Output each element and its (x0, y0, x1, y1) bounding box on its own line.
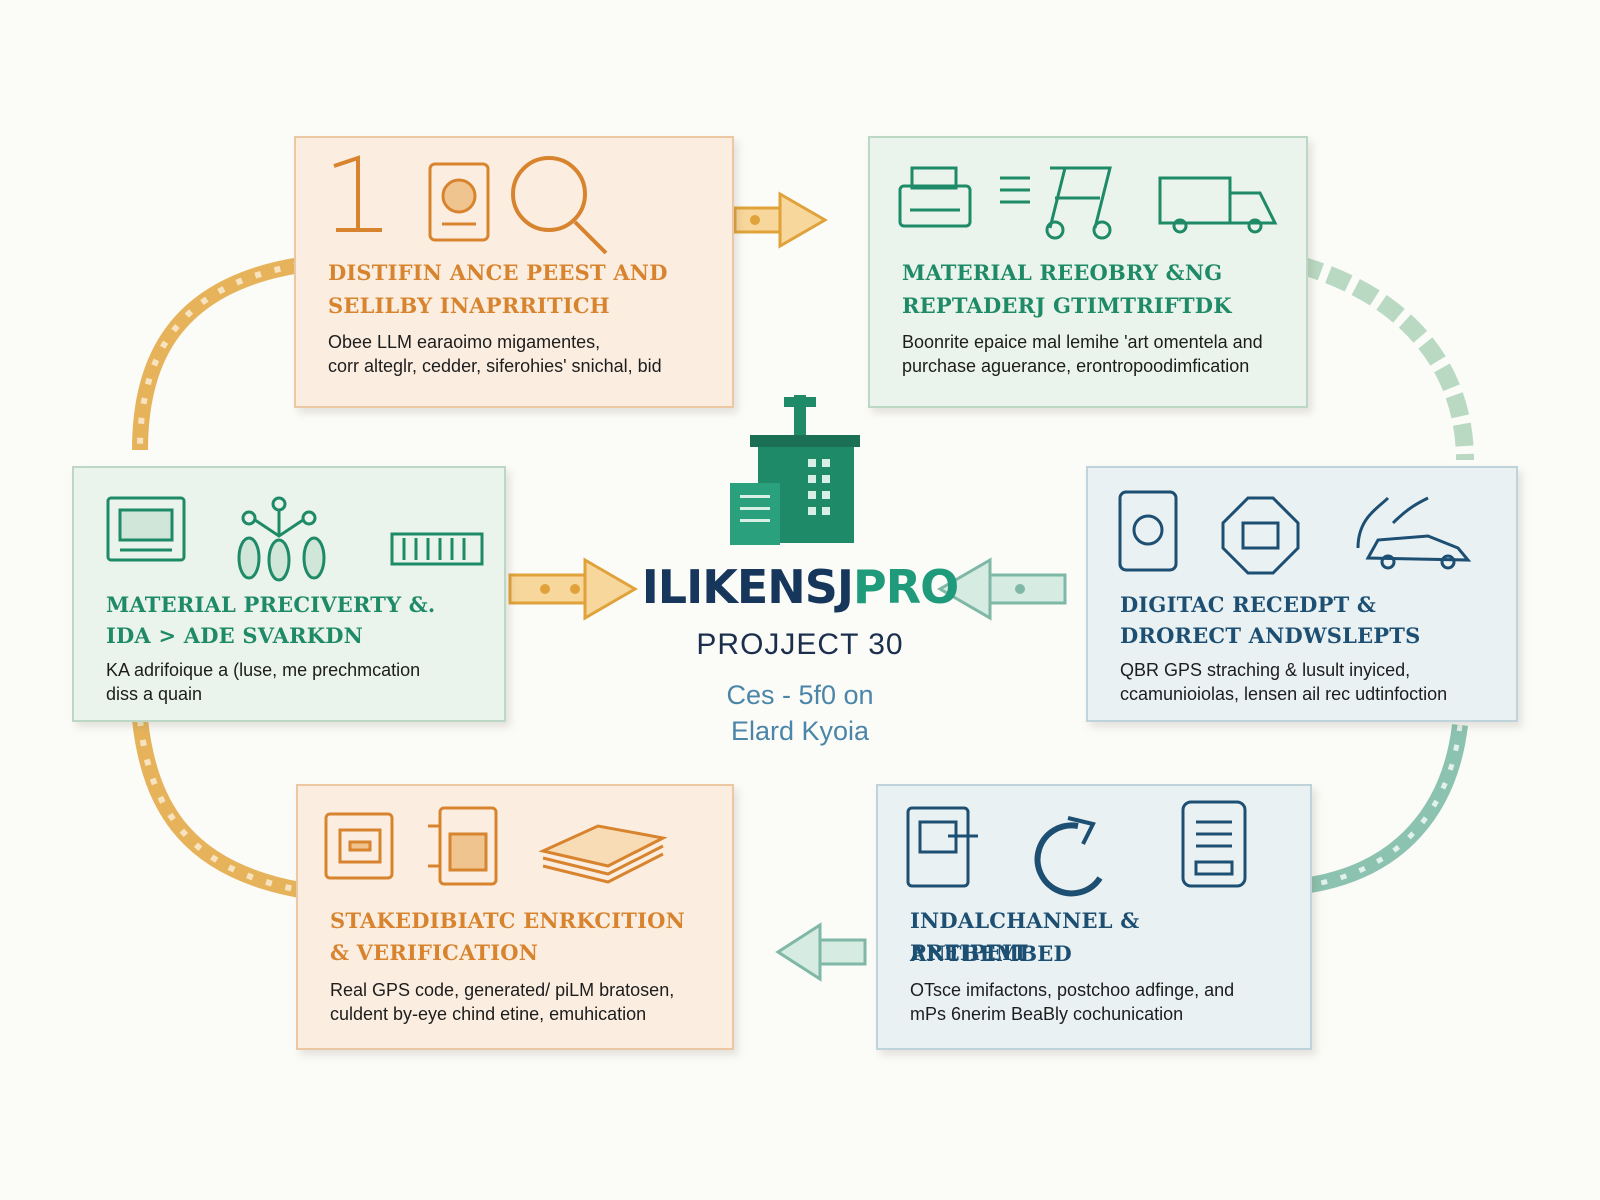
mid-left-arrow (508, 557, 638, 621)
magnifier-icon (511, 156, 608, 255)
card-bottom-right-title-2: PREIPEIT (910, 940, 1028, 965)
card-top-right-desc-1: Boonrite epaice mal lemihe 'art omentela… (902, 332, 1263, 352)
project-subtitle: PROJJECT 30 (696, 628, 904, 661)
card-top-right-icons (898, 166, 1278, 240)
logo-part-2: PRO (853, 560, 959, 614)
card-top-left-title-1: DISTIFIN ANCE PEEST AND (328, 260, 668, 285)
card-mid-left-title-1: MATERIAL PRECIVERTY &. (106, 592, 436, 617)
card-mid-right-icons (1118, 490, 1472, 575)
left-lower-loop-connector (132, 719, 302, 898)
barcode-icon (390, 532, 484, 566)
card-mid-right-title-2: DRORECT ANDWSLEPTS (1120, 623, 1421, 648)
device-icon (906, 806, 978, 888)
document-icon (1181, 800, 1247, 888)
card-mid-right-desc-2: ccamunioiolas, lensen ail rec udtinfocti… (1120, 684, 1448, 704)
card-mid-right: DIGITAC RECEDPT & DRORECT ANDWSLEPTS QBR… (1086, 466, 1518, 722)
card-mid-left-icons (106, 496, 484, 582)
qr-badge-icon (428, 806, 498, 886)
network-icon (237, 496, 326, 582)
card-mid-left-desc-1: KA adrifoique a (luse, me prechmcation (106, 660, 421, 680)
top-arrow (733, 191, 828, 249)
card-top-left-title-2: SELILBY INAPRRITICH (328, 293, 610, 318)
right-loop-connector (1297, 256, 1474, 461)
bottom-arrow (775, 922, 867, 982)
chip-icon (1221, 496, 1300, 575)
number-one-icon (333, 155, 382, 232)
right-lower-loop-connector (1308, 724, 1468, 893)
tablet-icon (1118, 490, 1178, 572)
card-top-right-title-2: REPTADERJ GTIMTRIFTDK (902, 293, 1232, 318)
card-bottom-left-desc-1: Real GPS code, generated/ piLM bratosen, (330, 980, 675, 1000)
card-bottom-right-desc-2: mPs 6nerim BeaBly cochunication (910, 1004, 1184, 1024)
car-icon (1356, 496, 1472, 570)
card-mid-right-desc-1: QBR GPS straching & lusult inyiced, (1120, 660, 1411, 680)
card-mid-left-title-2: IDA > ADE SVARKDN (106, 623, 363, 648)
truck-icon (1158, 176, 1278, 234)
refresh-icon (1034, 816, 1103, 897)
card-bottom-left-desc-2: culdent by-eye chind etine, emuhication (330, 1004, 647, 1024)
printer-icon (898, 166, 972, 228)
card-bottom-right-desc-1: OTsce imifactons, postchoo adfinge, and (910, 980, 1235, 1000)
card-bottom-left-icons (324, 806, 668, 886)
center-caption-1: Ces - 5f0 on (726, 680, 874, 710)
logo-part-1: ILIKENSJ (641, 560, 854, 614)
card-top-left-desc-1: Obee LLM earaoimo migamentes, (328, 332, 601, 352)
card-bottom-right-title-1: INDALCHANNEL & ANTBEMBED (910, 908, 1140, 966)
papers-icon (538, 824, 668, 884)
card-top-right: MATERIAL REEOBRY &NG REPTADERJ GTIMTRIFT… (868, 136, 1308, 408)
card-mid-left-desc-2: diss a quain (106, 684, 203, 704)
id-badge-icon (428, 162, 490, 242)
card-mid-left: MATERIAL PRECIVERTY &. IDA > ADE SVARKDN… (72, 466, 506, 722)
center-caption-2: Elard Kyoia (730, 716, 870, 746)
brand-logo: ILIKENSJPRO (640, 560, 960, 614)
machine-icon (1000, 166, 1112, 240)
card-top-right-title-1: MATERIAL REEOBRY &NG (902, 260, 1223, 285)
card-mid-right-title-1: DIGITAC RECEDPT & (1120, 592, 1377, 617)
card-bottom-right: INDALCHANNEL & ANTBEMBED PREIPEIT OTsce … (876, 784, 1312, 1050)
card-top-left-desc-2: corr alteglr, cedder, siferohies' snicha… (328, 356, 662, 376)
card-bottom-right-icons (906, 800, 1247, 897)
card-top-right-desc-2: purchase aguerance, erontropoodimficatio… (902, 356, 1250, 376)
card-bottom-left-title-2: & VERIFICATION (330, 940, 539, 965)
monitor-icon (106, 496, 186, 562)
mid-right-arrow (937, 557, 1067, 621)
safe-icon (324, 812, 394, 880)
card-top-left: DISTIFIN ANCE PEEST AND SELILBY INAPRRIT… (294, 136, 734, 408)
building-icon (730, 395, 860, 545)
card-bottom-left-title-1: STAKEDIBIATC ENRKCITION (330, 908, 686, 933)
card-bottom-left: STAKEDIBIATC ENRKCITION & VERIFICATION R… (296, 784, 734, 1050)
card-top-left-icons (333, 155, 608, 255)
